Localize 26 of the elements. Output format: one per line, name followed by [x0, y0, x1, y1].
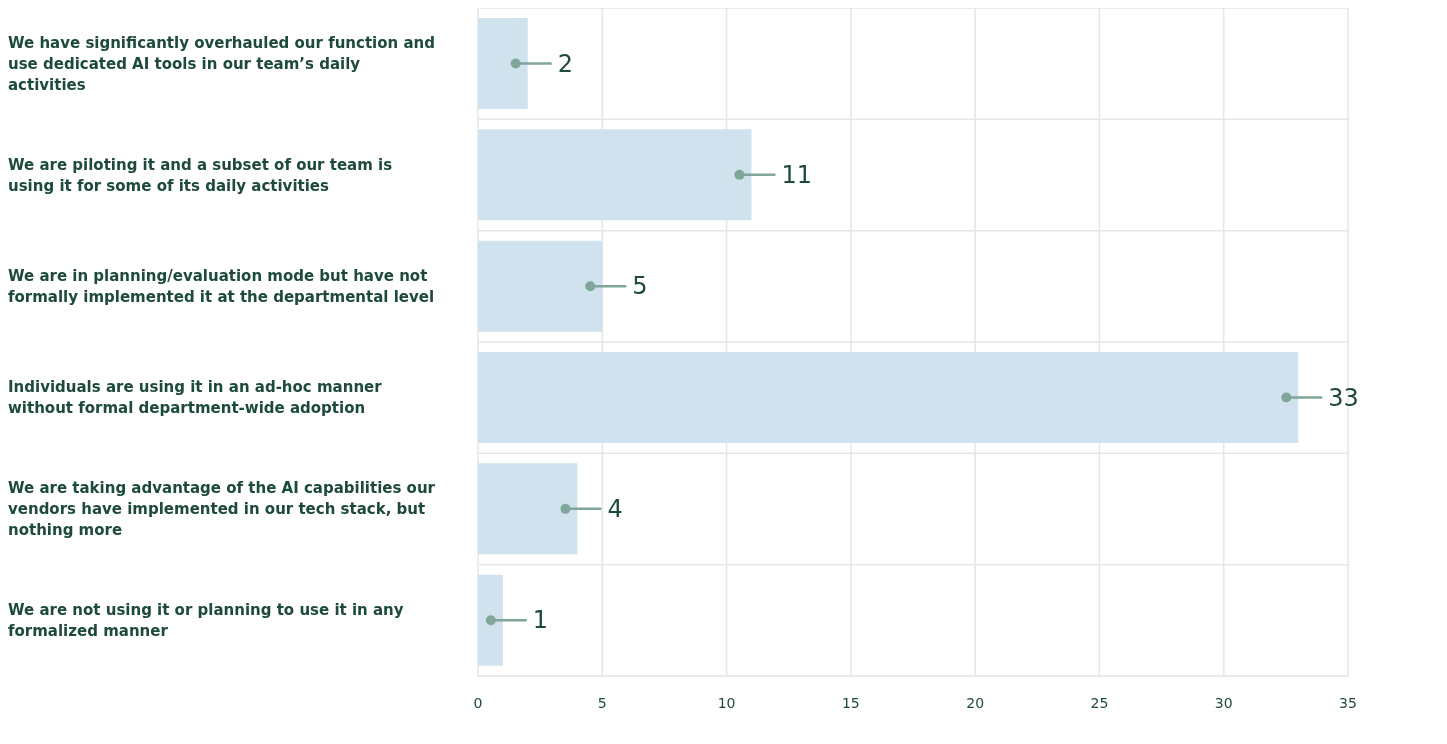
data-label: 33	[1328, 383, 1359, 412]
data-label: 1	[532, 606, 549, 635]
x-tick-label: 10	[717, 694, 736, 711]
y-tick-label: We are piloting it and a subset of our team is using it for some of its daily activities	[8, 155, 393, 195]
data-label: 5	[632, 272, 648, 301]
x-tick-label: 0	[473, 694, 483, 711]
data-label: 11	[781, 160, 812, 189]
bar	[478, 129, 752, 221]
x-tick-label: 5	[597, 694, 607, 711]
y-tick-label: We are not using it or planning to use it in any formalized manner	[8, 600, 404, 640]
data-label: 4	[607, 494, 623, 523]
bar	[478, 352, 1299, 444]
bar	[478, 240, 603, 332]
data-label: 2	[557, 49, 573, 78]
bar	[478, 574, 503, 666]
x-tick-label: 25	[1090, 694, 1109, 711]
y-tick-label: We have significantly overhauled our function and use dedicated AI tools in our team’s daily activities	[8, 33, 435, 94]
x-tick-label: 15	[841, 694, 860, 711]
x-tick-label: 35	[1339, 694, 1357, 711]
y-tick-label: We are in planning/evaluation mode but have not formally implemented it at the departmental level	[8, 266, 435, 306]
x-tick-label: 20	[966, 694, 985, 711]
y-tick-label: Individuals are using it in an ad-hoc manner without formal department-wide adoption	[8, 378, 383, 418]
x-tick-label: 30	[1214, 694, 1233, 711]
bar	[478, 18, 528, 110]
y-tick-label: We are taking advantage of the AI capabilities our vendors have implemented in our tech stack, but nothing more	[8, 479, 436, 539]
bar	[478, 463, 578, 555]
